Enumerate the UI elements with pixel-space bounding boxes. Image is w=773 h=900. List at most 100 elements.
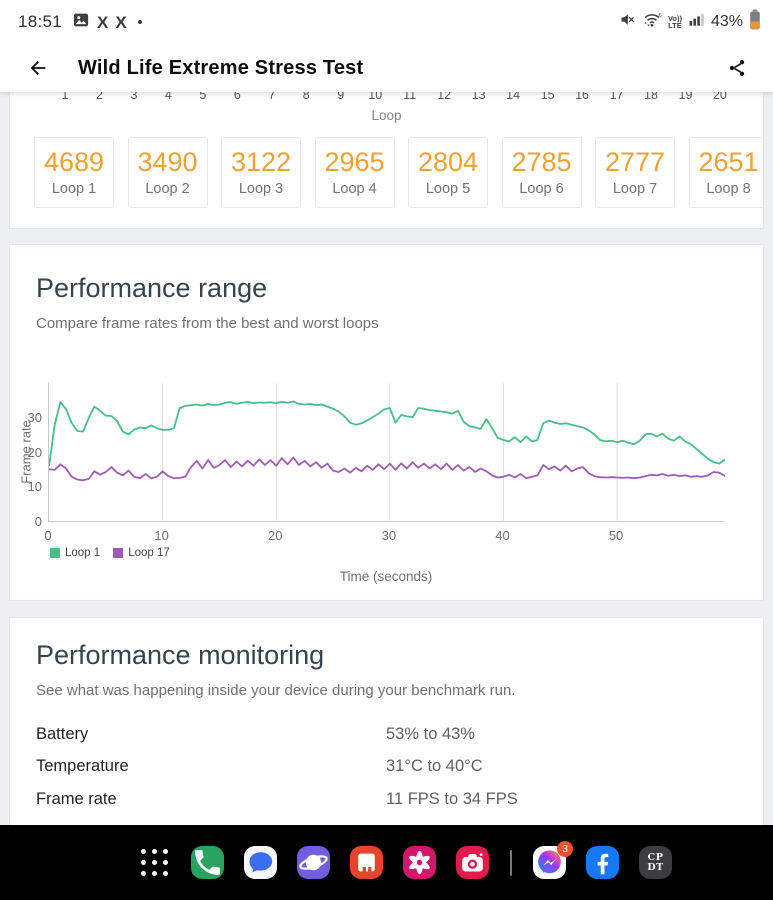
- monitoring-value: 31°C to 40°C: [386, 757, 483, 776]
- status-bar: 18:51 X X 6 Vo)) LTE: [0, 0, 773, 44]
- loop-score-card[interactable]: 4689 Loop 1: [34, 137, 114, 208]
- notification-icons: X X: [72, 11, 142, 34]
- loop-tick: 12: [437, 92, 452, 102]
- loop-score-label: Loop 6: [519, 181, 564, 198]
- monitoring-row: Battery 53% to 43%: [10, 718, 763, 751]
- monitoring-row: Temperature 31°C to 40°C: [10, 751, 763, 784]
- loop-tick: 2: [95, 92, 103, 102]
- messages-app-icon[interactable]: [244, 846, 277, 879]
- y-axis-tick: 20: [27, 444, 42, 460]
- loop-axis-label: Loop: [371, 108, 402, 123]
- loop-score-value: 3490: [137, 146, 198, 177]
- loop-axis-ticks: 1 2 3 4 5 6 7 8 9 10 11 12 13 14 15 16 17 18 19 20: [10, 92, 763, 105]
- facebook-app-icon[interactable]: [586, 846, 619, 879]
- app-header: Wild Life Extreme Stress Test: [0, 44, 773, 92]
- loop-score-card[interactable]: 2965 Loop 4: [314, 137, 395, 208]
- loop-tick: 16: [575, 92, 589, 102]
- dock-divider: [510, 849, 512, 876]
- loop-score-value: 2785: [511, 146, 572, 177]
- loop-score-card[interactable]: 3490 Loop 2: [127, 137, 208, 208]
- volte-icon: Vo)) LTE: [667, 13, 682, 30]
- monitoring-label: Frame rate: [36, 789, 117, 808]
- more-notifications-dot-icon: [137, 20, 142, 24]
- x-axis-tick: 10: [154, 528, 169, 543]
- loop-score-card[interactable]: 2804 Loop 5: [408, 137, 488, 208]
- monitoring-value: 11 FPS to 34 FPS: [386, 789, 518, 808]
- frame-rate-chart: Frame rate 0 10 20 30 0 10 20 30 40 50 Loop 1 Loop…: [10, 245, 763, 600]
- loop-tick: 18: [644, 92, 658, 102]
- notes-app-icon[interactable]: [350, 846, 383, 879]
- gallery-app-icon[interactable]: [403, 846, 436, 879]
- chart-lines: [49, 383, 725, 522]
- performance-monitoring-card: Performance monitoring See what was happ…: [9, 617, 764, 825]
- loop-tick: 9: [337, 92, 345, 102]
- loop-score-card[interactable]: 2785 Loop 6: [501, 137, 582, 208]
- loop-tick: 19: [678, 92, 693, 102]
- app-drawer-button[interactable]: [138, 846, 171, 879]
- camera-app-icon[interactable]: [456, 846, 489, 879]
- loop-tick: 7: [268, 92, 276, 102]
- monitoring-value: 53% to 43%: [386, 724, 475, 743]
- battery-percentage: 43%: [710, 13, 743, 30]
- y-axis-tick: 10: [27, 479, 42, 495]
- legend-item: Loop 1: [50, 547, 100, 559]
- signal-strength-icon: [688, 11, 705, 33]
- loop-score-value: 2777: [604, 146, 666, 177]
- svg-text:6: 6: [659, 13, 662, 19]
- loop-tick: 17: [609, 92, 624, 102]
- messenger-app-icon[interactable]: 3: [533, 841, 573, 879]
- loop-score-row[interactable]: 4689 Loop 1 3490 Loop 2 3122 Loop 3 2965 Loop 4…: [10, 137, 763, 208]
- legend-item: Loop 17: [113, 547, 170, 559]
- x-axis-tick: 0: [44, 528, 52, 543]
- x-axis-tick: 20: [267, 528, 283, 543]
- loop-tick: 11: [403, 92, 417, 102]
- cpdt-app-icon[interactable]: CP DT: [639, 846, 672, 879]
- internet-app-icon[interactable]: [297, 846, 330, 879]
- performance-monitoring-title: Performance monitoring: [36, 640, 325, 670]
- apps-grid-icon: [141, 849, 168, 876]
- phone-app-icon[interactable]: [191, 846, 224, 879]
- x-notification-icon: X: [97, 12, 109, 32]
- performance-range-title: Performance range: [36, 273, 268, 303]
- loop-tick: 3: [130, 92, 138, 102]
- monitoring-row: Frame rate 11 FPS to 34 FPS: [10, 783, 763, 816]
- loop-tick: 15: [540, 92, 555, 102]
- loop-score-label: Loop 2: [145, 181, 190, 198]
- x-axis-tick: 30: [381, 528, 397, 543]
- loop-score-card[interactable]: 2651 Loop 8: [688, 137, 763, 208]
- loop-score-value: 4689: [43, 146, 105, 177]
- share-button[interactable]: [721, 52, 753, 84]
- loop-score-label: Loop 5: [425, 181, 471, 198]
- loop-tick: 1: [61, 92, 69, 102]
- dock-bar: 3 CP DT: [0, 825, 773, 900]
- loop-score-card[interactable]: 3122 Loop 3: [221, 137, 301, 208]
- performance-range-subtitle: Compare frame rates from the best and wo…: [36, 315, 379, 332]
- monitoring-rows: Battery 53% to 43% Temperature 31°C to 40°C…: [10, 718, 763, 816]
- loop-score-card[interactable]: 2777 Loop 7: [595, 137, 675, 208]
- monitoring-label: Battery: [36, 724, 89, 743]
- cpdt-label: CP DT: [647, 852, 664, 873]
- loop-tick: 20: [712, 92, 727, 102]
- legend-color-swatch: [50, 548, 60, 558]
- performance-range-card: Performance range Compare frame rates fr…: [9, 244, 764, 601]
- loop-tick: 5: [199, 92, 207, 102]
- clock: 18:51: [18, 12, 63, 31]
- loop-tick: 10: [368, 92, 383, 102]
- photo-notification-icon: [72, 11, 90, 34]
- loop-score-value: 2804: [417, 146, 479, 177]
- loop-tick: 14: [506, 92, 521, 102]
- x-notification-icon: X: [115, 12, 127, 32]
- back-button[interactable]: [22, 52, 54, 84]
- system-status-icons: 6 Vo)) LTE 43%: [619, 9, 761, 35]
- performance-monitoring-subtitle: See what was happening inside your devic…: [36, 682, 516, 699]
- loop-tick: 8: [302, 92, 310, 102]
- chart-x-axis-label: Time (seconds): [339, 569, 433, 584]
- loop-tick: 6: [233, 92, 241, 102]
- wifi-icon: 6: [642, 11, 662, 33]
- loop-score-value: 2651: [698, 146, 759, 177]
- notification-badge: 3: [557, 841, 573, 857]
- loop-score-value: 3122: [230, 146, 292, 177]
- loop-score-label: Loop 4: [332, 181, 377, 198]
- loop-score-label: Loop 3: [238, 181, 284, 198]
- y-axis-tick: 0: [34, 514, 42, 529]
